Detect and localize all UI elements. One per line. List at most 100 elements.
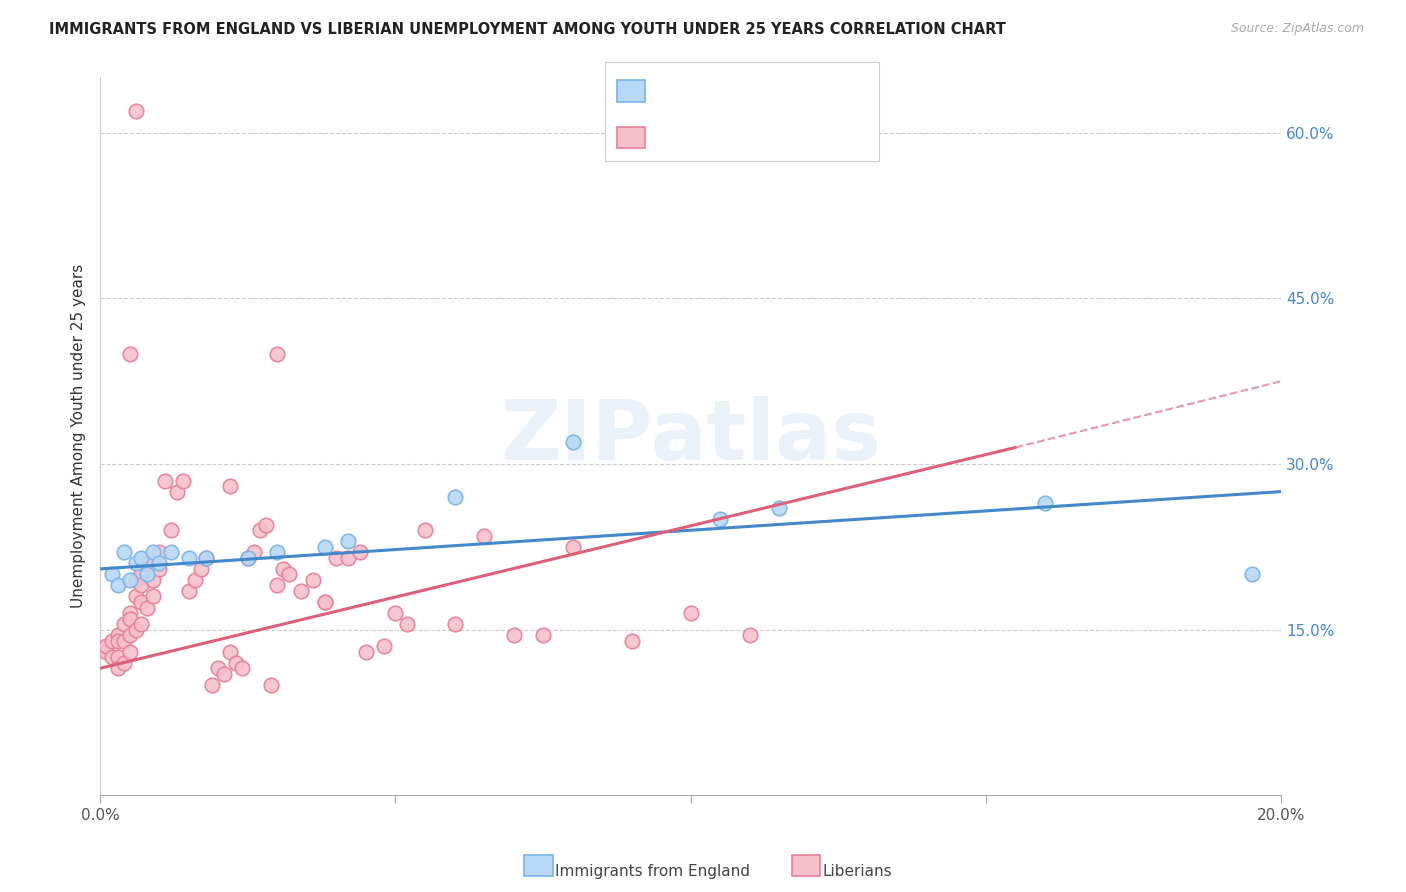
Point [236, 550, 259, 565]
Point [337, 534, 360, 549]
Point [242, 545, 264, 559]
Point [177, 550, 200, 565]
Point [107, 628, 129, 642]
Point [266, 545, 288, 559]
Point [195, 550, 218, 565]
Point [118, 628, 141, 642]
Point [183, 573, 205, 587]
Point [101, 650, 124, 665]
Point [142, 545, 165, 559]
Point [118, 346, 141, 360]
Point [107, 661, 129, 675]
Point [112, 545, 135, 559]
Point [1033, 495, 1056, 509]
Point [266, 578, 288, 592]
Point [325, 550, 347, 565]
Point [101, 633, 124, 648]
Point [207, 661, 229, 675]
Point [314, 595, 336, 609]
Point [94, 639, 117, 653]
Point [195, 550, 218, 565]
Point [136, 557, 159, 571]
Point [118, 611, 141, 625]
Point [148, 545, 170, 559]
Point [502, 628, 524, 642]
Text: N = 74: N = 74 [766, 136, 824, 151]
Point [561, 540, 583, 554]
Point [472, 529, 495, 543]
Point [531, 628, 554, 642]
Point [112, 633, 135, 648]
Point [443, 490, 465, 504]
Point [314, 595, 336, 609]
Text: N = 19: N = 19 [766, 89, 824, 104]
Point [225, 656, 247, 670]
Point [107, 633, 129, 648]
Point [142, 590, 165, 604]
Point [337, 550, 360, 565]
Point [131, 550, 153, 565]
Point [160, 545, 183, 559]
Point [373, 639, 395, 653]
Text: Immigrants from England: Immigrants from England [555, 864, 751, 880]
Point [118, 573, 141, 587]
Text: Liberians: Liberians [823, 864, 893, 880]
Point [118, 645, 141, 659]
Point [107, 578, 129, 592]
Point [142, 573, 165, 587]
Point [266, 346, 288, 360]
Point [153, 474, 176, 488]
Point [271, 562, 294, 576]
Point [166, 484, 188, 499]
Point [190, 562, 212, 576]
Point [124, 590, 146, 604]
Point [396, 617, 419, 632]
Point [112, 617, 135, 632]
Text: R = 0.324: R = 0.324 [650, 136, 725, 151]
Point [160, 523, 183, 537]
Point [278, 567, 301, 582]
Point [738, 628, 761, 642]
Text: IMMIGRANTS FROM ENGLAND VS LIBERIAN UNEMPLOYMENT AMONG YOUTH UNDER 25 YEARS CORR: IMMIGRANTS FROM ENGLAND VS LIBERIAN UNEM… [49, 22, 1007, 37]
Point [124, 573, 146, 587]
Point [349, 545, 371, 559]
Point [231, 661, 253, 675]
Point [1240, 567, 1263, 582]
Point [101, 567, 124, 582]
Point [148, 562, 170, 576]
Point [131, 578, 153, 592]
Point [131, 617, 153, 632]
Point [679, 606, 702, 620]
Point [443, 617, 465, 632]
Point [131, 567, 153, 582]
Text: Source: ZipAtlas.com: Source: ZipAtlas.com [1230, 22, 1364, 36]
Point [219, 479, 242, 493]
Point [112, 656, 135, 670]
Point [219, 645, 242, 659]
Point [254, 517, 277, 532]
Point [131, 595, 153, 609]
Point [354, 645, 377, 659]
Point [709, 512, 731, 526]
Point [124, 103, 146, 118]
Point [561, 434, 583, 449]
Point [172, 474, 194, 488]
Point [301, 573, 323, 587]
Point [94, 645, 117, 659]
Point [314, 540, 336, 554]
Point [290, 584, 312, 599]
Point [413, 523, 436, 537]
Point [260, 678, 283, 692]
Text: R = 0.288: R = 0.288 [650, 89, 725, 104]
Point [124, 623, 146, 637]
Point [236, 550, 259, 565]
Point [384, 606, 406, 620]
Point [249, 523, 271, 537]
Point [177, 584, 200, 599]
Point [212, 666, 235, 681]
Point [118, 606, 141, 620]
Point [201, 678, 224, 692]
Point [620, 633, 643, 648]
Point [124, 557, 146, 571]
Point [107, 650, 129, 665]
